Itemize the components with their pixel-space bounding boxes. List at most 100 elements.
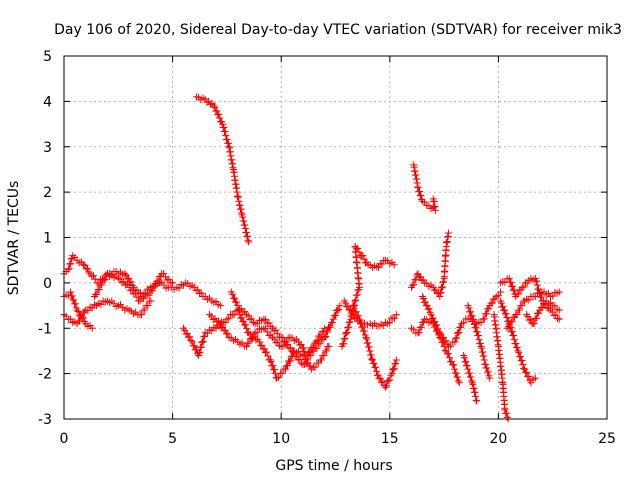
data-point	[121, 270, 129, 278]
data-point	[263, 319, 271, 327]
data-point	[243, 325, 251, 333]
data-point	[351, 314, 359, 322]
data-point	[364, 339, 372, 347]
data-point	[272, 339, 280, 347]
data-point	[515, 306, 523, 314]
data-point	[88, 272, 96, 280]
data-point	[552, 311, 560, 319]
data-point	[235, 305, 243, 313]
data-point	[194, 286, 202, 294]
data-point	[307, 351, 315, 359]
data-point	[467, 373, 475, 381]
data-point	[507, 278, 515, 286]
data-point	[512, 340, 520, 348]
data-point	[315, 359, 323, 367]
data-point	[336, 302, 344, 310]
data-point	[329, 315, 337, 323]
data-point	[440, 278, 448, 286]
data-point	[311, 363, 319, 371]
data-point	[275, 374, 283, 382]
data-point	[450, 361, 458, 369]
data-point	[101, 276, 109, 284]
data-point	[245, 238, 253, 246]
data-point	[279, 342, 287, 350]
data-point	[392, 356, 400, 364]
data-point	[454, 373, 462, 381]
data-point	[270, 335, 278, 343]
data-point	[486, 374, 494, 382]
data-point	[192, 286, 200, 294]
data-point	[363, 335, 371, 343]
data-point	[479, 348, 487, 356]
data-point	[523, 311, 531, 319]
data-point	[425, 305, 433, 313]
data-point	[342, 330, 350, 338]
data-point	[452, 369, 460, 377]
data-point	[362, 333, 370, 341]
data-point	[260, 315, 268, 323]
data-point	[502, 310, 510, 318]
data-point	[272, 326, 280, 334]
data-point	[190, 342, 198, 350]
data-point	[221, 127, 229, 135]
data-point	[503, 409, 511, 417]
data-point	[138, 310, 146, 318]
data-point	[508, 328, 516, 336]
data-point	[548, 308, 556, 316]
data-point	[447, 342, 455, 350]
data-point	[240, 217, 248, 225]
y-tick-label: 2	[43, 185, 52, 201]
data-point	[145, 291, 153, 299]
data-point	[368, 355, 376, 363]
data-point	[175, 284, 183, 292]
data-point	[283, 362, 291, 370]
data-point	[215, 110, 223, 118]
data-point	[463, 362, 471, 370]
data-point	[326, 323, 334, 331]
data-point	[457, 323, 465, 331]
data-point	[352, 296, 360, 304]
data-point	[237, 305, 245, 313]
data-point	[346, 318, 354, 326]
data-point	[525, 372, 533, 380]
data-point	[484, 368, 492, 376]
data-point	[222, 131, 230, 139]
data-point	[71, 300, 79, 308]
data-point	[453, 334, 461, 342]
data-point	[387, 371, 395, 379]
x-tick-label: 5	[168, 431, 177, 447]
data-point	[140, 295, 148, 303]
data-point	[152, 282, 160, 290]
data-point	[293, 352, 301, 360]
data-point	[518, 356, 526, 364]
data-point	[375, 374, 383, 382]
data-point	[481, 361, 489, 369]
data-point	[287, 344, 295, 352]
x-axis-label: GPS time / hours	[275, 458, 392, 474]
data-point	[73, 306, 81, 314]
data-point	[415, 188, 423, 196]
data-point	[515, 349, 523, 357]
data-point	[332, 311, 339, 319]
data-point	[242, 321, 250, 329]
data-point	[234, 193, 242, 201]
data-point	[513, 343, 521, 351]
data-point	[353, 291, 361, 299]
data-point	[480, 356, 488, 364]
data-point	[383, 382, 391, 390]
data-point	[245, 329, 253, 337]
data-point	[438, 283, 446, 291]
data-point	[131, 289, 139, 297]
data-point	[228, 290, 236, 298]
data-point	[417, 323, 425, 331]
chart-title: Day 106 of 2020, Sidereal Day-to-day VTE…	[54, 22, 622, 38]
data-point	[120, 278, 128, 286]
data-point	[67, 260, 75, 268]
y-tick-label: 5	[43, 49, 52, 65]
data-point	[316, 340, 324, 348]
data-point	[219, 120, 227, 128]
y-tick-label: 3	[43, 140, 52, 156]
data-point	[468, 377, 476, 385]
data-point	[269, 333, 277, 341]
